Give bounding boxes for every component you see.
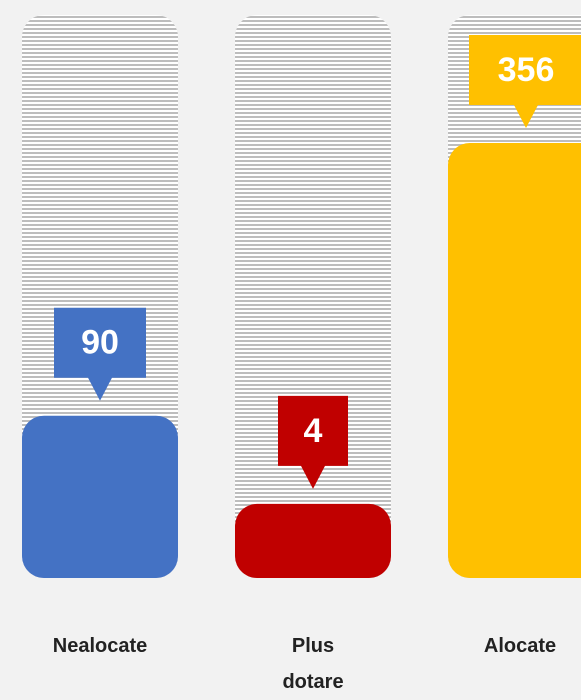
value-label: 356 — [498, 51, 555, 89]
value-label: 90 — [81, 324, 119, 362]
value-label: 4 — [304, 412, 323, 450]
bar — [235, 503, 391, 578]
value-callout — [54, 307, 146, 401]
category-label: Plus dotare — [282, 635, 344, 693]
bar-track — [235, 15, 391, 578]
bar — [448, 143, 581, 578]
bar — [22, 415, 178, 578]
category-label: Alocate — [483, 635, 557, 657]
category-label: Nealocate — [52, 635, 148, 657]
value-callout — [469, 35, 581, 128]
value-callout — [278, 395, 348, 489]
